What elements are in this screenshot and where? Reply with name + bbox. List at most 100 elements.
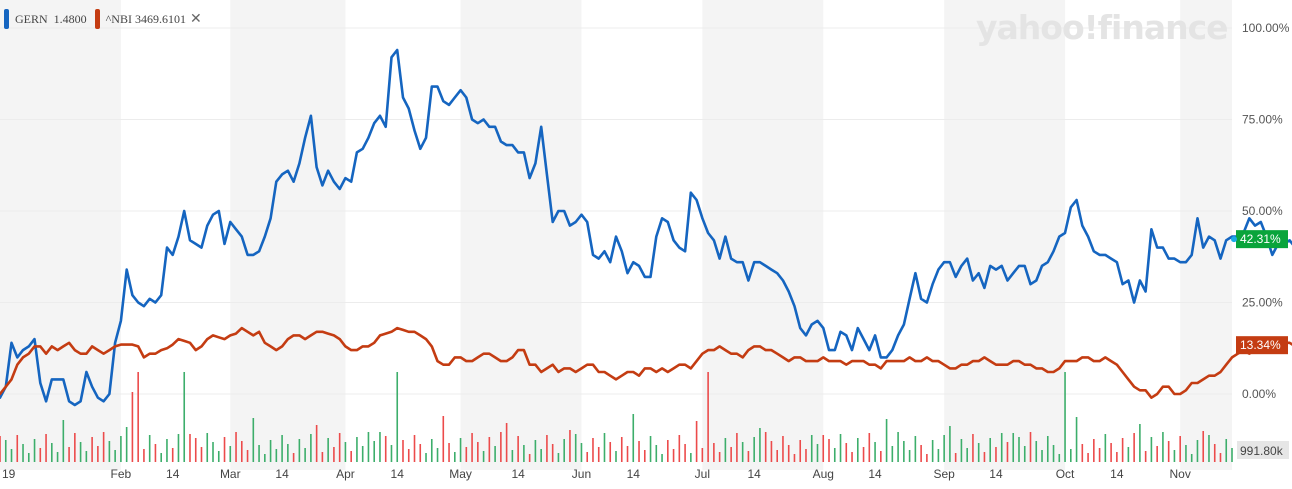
volume-bar	[1110, 443, 1112, 462]
x-tick-label: 14	[1110, 467, 1124, 481]
volume-bar	[851, 452, 853, 462]
volume-bar	[338, 433, 341, 462]
volume-bar	[160, 453, 162, 462]
volume-bar	[91, 437, 93, 462]
volume-bar	[1127, 447, 1130, 462]
volume-bar	[97, 446, 99, 462]
volume-bar	[402, 440, 404, 462]
x-tick-label: Apr	[336, 467, 355, 481]
volume-bar	[477, 442, 479, 462]
volume-bar	[603, 433, 606, 462]
volume-bar	[45, 434, 47, 462]
volume-bar	[1064, 372, 1066, 462]
x-tick-label: 14	[747, 467, 761, 481]
volume-bar	[615, 451, 617, 462]
volume-bar	[356, 437, 358, 462]
x-tick-label: 14	[391, 467, 405, 481]
volume-bar	[1162, 432, 1164, 462]
volume-bar	[166, 439, 168, 462]
volume-bar	[828, 439, 830, 462]
volume-bar	[903, 441, 905, 462]
volume-bar	[68, 447, 70, 462]
volume-bar	[39, 448, 42, 462]
volume-bar	[764, 432, 767, 462]
volume-bar	[413, 435, 416, 462]
volume-bar	[517, 436, 519, 462]
volume-bar	[667, 440, 669, 462]
volume-bar	[713, 443, 715, 462]
volume-bar	[805, 449, 807, 462]
volume-bar	[287, 444, 289, 462]
end-labels: 42.31% 13.34%	[1231, 230, 1288, 355]
volume-bar	[148, 435, 151, 462]
volume-bar	[724, 438, 727, 462]
volume-bar	[246, 450, 249, 462]
legend-item-gern[interactable]: GERN 1.4800	[4, 9, 87, 29]
volume-bar	[690, 453, 692, 462]
volume-bar	[264, 454, 266, 462]
volume-bar	[396, 372, 399, 462]
volume-bar	[1167, 441, 1170, 462]
volume-bar	[856, 438, 859, 462]
volume-bar	[321, 452, 324, 462]
volume-bar	[655, 445, 658, 462]
volume-bar	[741, 442, 744, 462]
volume-bar	[505, 423, 508, 462]
volume-bar	[793, 454, 796, 462]
volume-bar	[1231, 448, 1233, 462]
volume-bar	[730, 447, 732, 462]
volume-bar	[684, 444, 686, 462]
volume-bar	[707, 372, 709, 462]
volume-bar	[269, 440, 272, 462]
volume-bar	[1219, 453, 1222, 462]
volume-bar	[546, 435, 548, 462]
volume-bar	[839, 434, 842, 462]
close-x-icon[interactable]: ✕	[189, 11, 202, 27]
volume-bar	[580, 443, 583, 462]
volume-bar	[361, 446, 364, 462]
volume-bar	[51, 443, 53, 462]
volume-bar	[511, 450, 514, 462]
legend-swatch-gern	[4, 9, 9, 29]
volume-bar	[120, 436, 122, 462]
volume-max-label: 991.80k	[1240, 444, 1284, 458]
x-tick-label: 14	[868, 467, 882, 481]
volume-bar	[1018, 437, 1020, 462]
volume-bar	[534, 440, 537, 462]
volume-bar	[327, 438, 329, 462]
volume-bar	[465, 447, 468, 462]
volume-bar	[27, 453, 30, 462]
x-tick-label: 14	[166, 467, 180, 481]
volume-bar	[298, 439, 301, 462]
volume-bar	[874, 442, 876, 462]
volume-bar	[943, 435, 945, 462]
volume-bar	[972, 434, 974, 462]
x-tick-label: May	[449, 467, 472, 481]
volume-bar	[200, 447, 203, 462]
volume-bar	[937, 449, 940, 462]
volume-bar	[880, 451, 882, 462]
volume-bar	[931, 440, 934, 462]
volume-bar	[281, 435, 283, 462]
volume-bar	[212, 442, 214, 462]
volume-bar	[920, 445, 922, 462]
volume-bar	[736, 433, 738, 462]
x-tick-label: Oct	[1056, 467, 1075, 481]
volume-bar	[977, 443, 980, 462]
volume-bar	[154, 444, 157, 462]
legend-item-nbi[interactable]: ^NBI 3469.6101 ✕	[94, 9, 202, 29]
volume-bar	[33, 439, 36, 462]
volume-bar	[252, 418, 255, 462]
volume-bar	[1075, 417, 1078, 462]
volume-bar	[16, 435, 19, 462]
volume-bar	[983, 452, 986, 462]
volume-bar	[954, 453, 957, 462]
volume-bar	[189, 434, 191, 462]
volume-bar	[1185, 445, 1187, 462]
x-tick-label: Mar	[220, 467, 241, 481]
volume-bar	[949, 426, 951, 462]
volume-bar	[62, 420, 65, 462]
volume-bar	[1000, 433, 1003, 462]
volume-bar	[1144, 451, 1147, 462]
